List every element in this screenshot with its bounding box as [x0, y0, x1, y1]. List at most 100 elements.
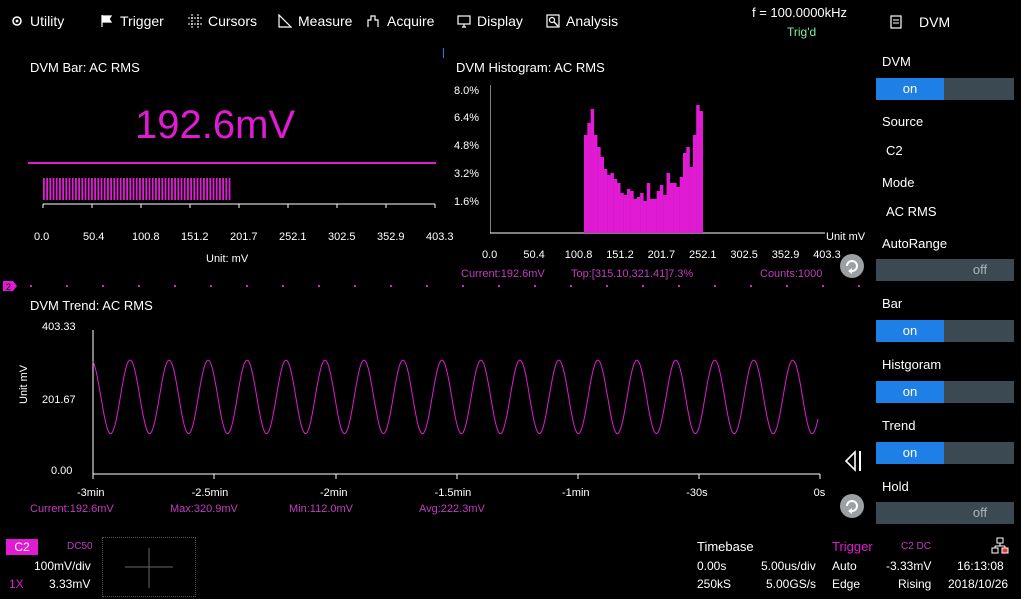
- dvm-bar-title: DVM Bar: AC RMS: [30, 60, 140, 75]
- separator-dot: [102, 285, 104, 287]
- bar-fill-tick: [110, 178, 112, 200]
- trend-y-min: 0.00: [51, 465, 73, 477]
- histogram-bar: [630, 191, 634, 233]
- timebase-label[interactable]: Timebase: [697, 539, 754, 554]
- separator-dot: [138, 285, 140, 287]
- trigger-mode: Auto: [832, 559, 857, 573]
- bar-fill-tick: [222, 178, 224, 200]
- separator-dot: [30, 285, 32, 287]
- dvm-toggle[interactable]: on: [876, 78, 1014, 100]
- histogram-bar: [640, 193, 644, 233]
- histogram-toggle-state: on: [876, 381, 944, 403]
- svg-text:2: 2: [6, 282, 11, 292]
- channel-offset: 3.33mV: [49, 577, 91, 591]
- histogram-bar: [650, 199, 654, 233]
- trend-toggle[interactable]: on: [876, 442, 1014, 464]
- trigger-label[interactable]: Trigger: [832, 539, 873, 554]
- bar-fill-tick: [100, 178, 103, 200]
- histogram-bar: [613, 179, 618, 233]
- bar-fill-tick: [190, 178, 192, 200]
- frequency-readout: f = 100.0000kHz: [752, 5, 848, 20]
- separator-dot: [354, 285, 356, 287]
- histogram-title: DVM Histogram: AC RMS: [456, 60, 605, 75]
- separator-dot: [426, 285, 428, 287]
- bar-fill-tick: [62, 178, 64, 200]
- collapse-panel-icon[interactable]: [843, 449, 865, 473]
- histogram-bar: [593, 135, 598, 233]
- clock-time: 16:13:08: [957, 559, 1004, 573]
- histogram-bar: [683, 153, 687, 233]
- separator-dot: [66, 285, 68, 287]
- separator-dot: [606, 285, 608, 287]
- network-icon[interactable]: [991, 537, 1009, 555]
- histogram-reset-button[interactable]: [840, 254, 864, 278]
- bar-fill-tick: [193, 178, 196, 200]
- bar-axis-label: 403.3: [426, 231, 454, 243]
- histogram-bar: [679, 177, 684, 233]
- source-label: Source: [882, 114, 924, 129]
- mode-value[interactable]: AC RMS: [886, 204, 937, 219]
- bar-fill-tick: [135, 178, 138, 200]
- bar-fill-tick: [107, 178, 109, 200]
- histogram-bar: [626, 189, 631, 233]
- separator-dot: [642, 285, 644, 287]
- source-value[interactable]: C2: [886, 143, 903, 158]
- histogram-bar: [617, 183, 621, 233]
- trend-x-label: -1.5min: [434, 487, 472, 499]
- side-panel-title: DVM: [919, 14, 951, 30]
- menu-display[interactable]: Display: [457, 13, 523, 29]
- trend-current: Current:192.6mV: [30, 503, 114, 515]
- bar-fill-tick: [91, 178, 93, 200]
- histogram-bar: [659, 185, 664, 233]
- trend-reset-button[interactable]: [840, 494, 864, 518]
- top-menu-bar: Utility Trigger Cursors Measure Acquire …: [0, 0, 860, 44]
- menu-analysis[interactable]: Analysis: [546, 13, 618, 29]
- mode-label: Mode: [882, 175, 915, 190]
- menu-utility[interactable]: Utility: [10, 13, 64, 29]
- bar-fill-tick: [174, 178, 176, 200]
- analysis-icon: [546, 14, 560, 28]
- trend-y-max: 403.33: [42, 321, 76, 333]
- menu-measure[interactable]: Measure: [278, 13, 352, 29]
- waveform-thumbnail[interactable]: [102, 537, 196, 597]
- separator-dot: [246, 285, 248, 287]
- menu-trigger[interactable]: Trigger: [100, 13, 164, 29]
- histogram-y-label: 1.6%: [454, 196, 480, 208]
- autorange-toggle[interactable]: off: [876, 259, 1014, 281]
- hold-toggle-state: off: [946, 502, 1014, 524]
- bar-fill-tick: [78, 178, 80, 200]
- timebase-points: 250kS: [697, 577, 732, 591]
- channel-badge[interactable]: C2: [6, 539, 38, 555]
- bar-fill-ticks: [43, 178, 231, 200]
- acquire-icon: [367, 15, 379, 27]
- bar-fill-tick: [103, 178, 106, 200]
- trend-label: Trend: [882, 418, 916, 433]
- trend-x-label: -3min: [77, 487, 105, 499]
- separator-dot: [462, 285, 464, 287]
- separator-dot: [570, 285, 572, 287]
- histogram-bar: [610, 173, 614, 233]
- cursors-icon: [188, 14, 202, 28]
- menu-trigger-label: Trigger: [120, 13, 164, 29]
- bar-fill-tick: [209, 178, 212, 200]
- bar-toggle[interactable]: on: [876, 320, 1014, 342]
- bar-fill-tick: [75, 178, 77, 200]
- separator-dot: [282, 285, 284, 287]
- document-icon: [890, 15, 902, 29]
- autorange-label: AutoRange: [882, 236, 948, 251]
- bar-fill-tick: [59, 178, 61, 200]
- bar-fill-tick: [43, 178, 45, 200]
- menu-acquire[interactable]: Acquire: [367, 13, 434, 29]
- trend-y-label: Unit mV: [18, 364, 30, 404]
- trend-x-label: -30s: [686, 487, 708, 499]
- hold-toggle[interactable]: off: [876, 502, 1014, 524]
- histogram-bar: [597, 147, 601, 233]
- bar-fill-tick: [55, 178, 58, 200]
- histogram-toggle[interactable]: on: [876, 381, 1014, 403]
- separator-dot: [714, 285, 716, 287]
- flag-icon: [101, 15, 113, 27]
- histogram-bar: [699, 111, 703, 233]
- panel-separator: 2: [3, 281, 860, 292]
- bar-axis-label: 151.2: [181, 231, 209, 243]
- menu-cursors[interactable]: Cursors: [188, 13, 257, 29]
